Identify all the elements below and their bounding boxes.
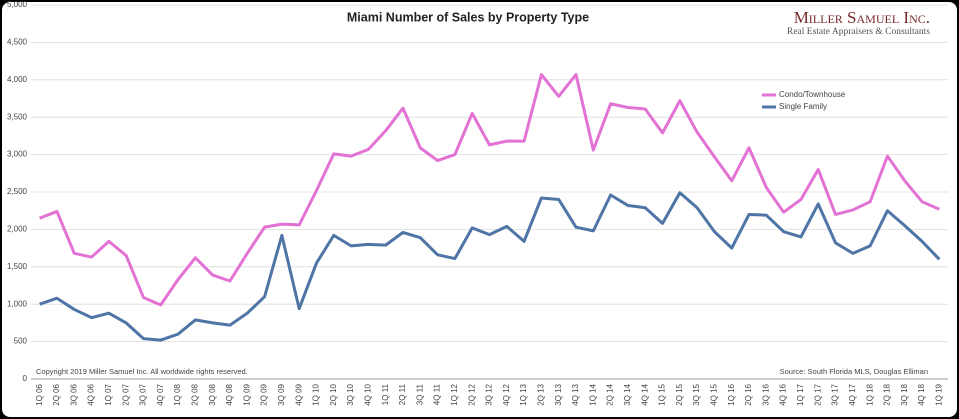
x-tick-label: 3Q 14 <box>623 383 632 405</box>
x-tick-label: 2Q 11 <box>398 383 407 405</box>
x-tick-label: 1Q 14 <box>588 383 597 405</box>
x-tick-label: 4Q 13 <box>571 383 580 405</box>
brand: Miller Samuel Inc. <box>794 8 930 27</box>
x-tick-label: 2Q 09 <box>260 383 269 405</box>
y-tick-label: 4,000 <box>7 75 28 84</box>
x-tick-label: 1Q 19 <box>934 383 943 405</box>
y-tick-label: 0 <box>23 374 28 383</box>
x-tick-label: 3Q 11 <box>415 383 424 405</box>
x-tick-label: 4Q 09 <box>294 383 303 405</box>
y-tick-label: 1,500 <box>7 262 28 271</box>
x-tick-label: 3Q 16 <box>761 383 770 405</box>
x-tick-label: 2Q 17 <box>813 383 822 405</box>
x-tick-label: 4Q 11 <box>433 383 442 405</box>
chart-title: Miami Number of Sales by Property Type <box>347 10 589 24</box>
x-tick-label: 3Q 17 <box>831 383 840 405</box>
x-tick-label: 2Q 15 <box>675 383 684 405</box>
brand-tagline: Real Estate Appraisers & Consultants <box>787 27 930 37</box>
x-tick-label: 3Q 07 <box>139 383 148 405</box>
x-tick-label: 1Q 15 <box>658 383 667 405</box>
x-tick-label: 4Q 12 <box>502 383 511 405</box>
series-line <box>39 191 941 342</box>
y-tick-label: 3,500 <box>7 112 28 121</box>
x-tick-label: 2Q 13 <box>537 383 546 405</box>
x-tick-label: 2Q 12 <box>467 383 476 405</box>
x-tick-label: 3Q 15 <box>692 383 701 405</box>
x-tick-label: 4Q 14 <box>640 383 649 405</box>
x-tick-label: 3Q 12 <box>485 383 494 405</box>
x-tick-label: 3Q 06 <box>69 383 78 405</box>
x-tick-label: 3Q 08 <box>208 383 217 405</box>
y-tick-label: 5,000 <box>7 0 28 9</box>
x-tick-label: 4Q 08 <box>225 383 234 405</box>
x-tick-label: 1Q 16 <box>727 383 736 405</box>
legend-label: Condo/Townhouse <box>779 90 846 99</box>
x-tick-label: 4Q 17 <box>848 383 857 405</box>
series-line <box>39 73 940 307</box>
x-tick-label: 2Q 16 <box>744 383 753 405</box>
y-tick-label: 2,000 <box>7 225 28 234</box>
x-tick-label: 2Q 10 <box>329 383 338 405</box>
x-tick-label: 3Q 09 <box>277 383 286 405</box>
x-tick-label: 3Q 10 <box>346 383 355 405</box>
x-tick-label: 3Q 13 <box>554 383 563 405</box>
y-tick-label: 1,000 <box>7 299 28 308</box>
x-tick-label: 3Q 18 <box>900 383 909 405</box>
x-tick-label: 2Q 08 <box>190 383 199 405</box>
x-tick-label: 1Q 13 <box>519 383 528 405</box>
legend-label: Single Family <box>779 102 827 111</box>
x-tick-label: 1Q 10 <box>312 383 321 405</box>
y-tick-label: 4,500 <box>7 38 28 47</box>
x-tick-label: 2Q 06 <box>52 383 61 405</box>
x-tick-label: 4Q 07 <box>156 383 165 405</box>
x-tick-label: 1Q 12 <box>450 383 459 405</box>
x-tick-label: 4Q 10 <box>363 383 372 405</box>
y-tick-label: 500 <box>14 337 28 346</box>
x-tick-label: 2Q 07 <box>121 383 130 405</box>
x-tick-label: 1Q 18 <box>865 383 874 405</box>
copyright: Copyright 2019 Miller Samuel Inc. All wo… <box>36 367 248 376</box>
y-tick-label: 2,500 <box>7 187 28 196</box>
y-tick-label: 3,000 <box>7 150 28 159</box>
x-tick-label: 1Q 11 <box>381 383 390 405</box>
x-tick-label: 1Q 06 <box>35 383 44 405</box>
source: Source: South Florida MLS, Douglas Ellim… <box>780 367 928 376</box>
x-tick-label: 2Q 14 <box>606 383 615 405</box>
x-tick-label: 4Q 06 <box>87 383 96 405</box>
x-tick-label: 4Q 16 <box>779 383 788 405</box>
x-tick-label: 1Q 08 <box>173 383 182 405</box>
x-tick-label: 1Q 09 <box>242 383 251 405</box>
x-tick-label: 2Q 18 <box>883 383 892 405</box>
x-tick-label: 1Q 07 <box>104 383 113 405</box>
x-tick-label: 4Q 18 <box>917 383 926 405</box>
x-tick-label: 1Q 17 <box>796 383 805 405</box>
x-tick-label: 4Q 15 <box>710 383 719 405</box>
